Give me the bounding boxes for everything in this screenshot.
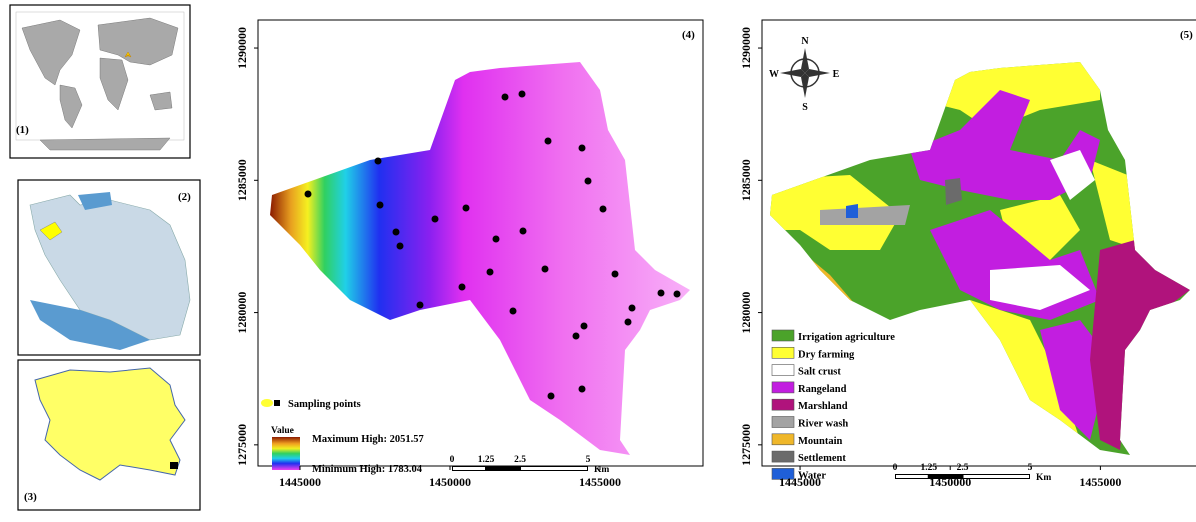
y-tick-label: 1285000 xyxy=(235,159,249,201)
scale-bar xyxy=(453,467,485,470)
legend: Irrigation agriculture Dry farming Salt cr… xyxy=(771,329,895,481)
landuse-patch xyxy=(910,90,1100,200)
elevation-map: (4) Sampling points Value Maximum High: … xyxy=(235,19,704,489)
x-tick-label: 1455000 xyxy=(1079,475,1121,489)
legend-swatch xyxy=(771,468,795,480)
landuse-patch xyxy=(1090,240,1190,450)
legend-label: Minimum High: 1783.04 xyxy=(312,464,423,475)
x-tick-label: 1445000 xyxy=(279,475,321,489)
scale-bar xyxy=(521,467,587,470)
y-tick-label: 1285000 xyxy=(739,159,753,201)
scale-label: 2.5 xyxy=(957,463,969,473)
legend-swatch xyxy=(771,346,795,359)
landuse-patch xyxy=(990,265,1090,310)
y-tick-label: 1275000 xyxy=(235,424,249,466)
scale-label: 2.5 xyxy=(514,455,526,465)
legend-swatch xyxy=(771,416,795,428)
scale-unit: Km xyxy=(1036,473,1051,483)
legend-swatch xyxy=(771,381,795,394)
legend-label: Rangeland xyxy=(798,384,847,395)
legend-label: Irrigation agriculture xyxy=(798,332,895,343)
legend-label: Settlement xyxy=(798,453,846,464)
legend-label: Sampling points xyxy=(288,399,361,410)
scale-bar xyxy=(895,474,1030,479)
compass-label: W xyxy=(769,69,779,80)
landuse-patch xyxy=(945,178,962,205)
legend-label: Maximum High: 2051.57 xyxy=(312,434,424,445)
scale-label: 1.25 xyxy=(920,463,937,473)
legend-label: River wash xyxy=(798,419,848,430)
y-tick-label: 1280000 xyxy=(235,292,249,334)
landuse-patch xyxy=(846,204,858,218)
compass-label: N xyxy=(801,36,809,47)
scale-bar xyxy=(896,475,928,478)
scale-bar xyxy=(963,475,1029,478)
legend-swatch xyxy=(771,450,795,463)
landuse-patch xyxy=(1050,150,1095,200)
inset-label: (3) xyxy=(24,491,37,503)
y-tick-label: 1275000 xyxy=(739,424,753,466)
scale-label: 5 xyxy=(586,455,591,465)
legend-label: Mountain xyxy=(798,436,843,447)
inset-label: (2) xyxy=(178,191,191,203)
compass-label: E xyxy=(833,69,840,80)
legend-swatch xyxy=(771,433,795,446)
compass: N S W E xyxy=(769,36,840,113)
landuse-map: N S W E (5) Irrigation agriculture Dry fa… xyxy=(739,19,1196,489)
landuse-patch xyxy=(820,205,910,225)
legend-label: Water xyxy=(798,470,826,481)
scale-label: 0 xyxy=(893,463,898,473)
scale-bar xyxy=(452,466,588,471)
world-inset: (1) xyxy=(9,4,191,159)
legend-label: Salt crust xyxy=(798,367,841,378)
legend-swatch xyxy=(771,364,795,376)
x-tick-label: 1450000 xyxy=(429,475,471,489)
panel-label: (5) xyxy=(1180,29,1193,41)
y-tick-label: 1290000 xyxy=(739,27,753,69)
panel-label: (4) xyxy=(682,29,695,41)
legend-swatch xyxy=(771,398,795,411)
sampling-points xyxy=(304,90,681,400)
compass-label: S xyxy=(802,102,808,113)
country-inset: (2) xyxy=(17,179,201,356)
legend-label: Dry farming xyxy=(798,349,855,360)
landuse-patch xyxy=(970,300,1120,455)
province-inset: (3) xyxy=(17,359,201,511)
legend-swatch xyxy=(771,329,795,342)
inset-label: (1) xyxy=(16,124,29,136)
y-tick-label: 1290000 xyxy=(235,27,249,69)
x-tick-label: 1455000 xyxy=(579,475,621,489)
landuse-patch xyxy=(1090,160,1140,250)
scale-label: 0 xyxy=(450,455,455,465)
x-tick-label: 1445000 xyxy=(779,475,821,489)
scale-unit: Km xyxy=(594,465,609,475)
scale-label: 1.25 xyxy=(478,455,495,465)
legend-title: Value xyxy=(271,426,294,436)
y-tick-label: 1280000 xyxy=(739,292,753,334)
legend-label: Marshland xyxy=(798,401,848,412)
scale-label: 5 xyxy=(1028,463,1033,473)
